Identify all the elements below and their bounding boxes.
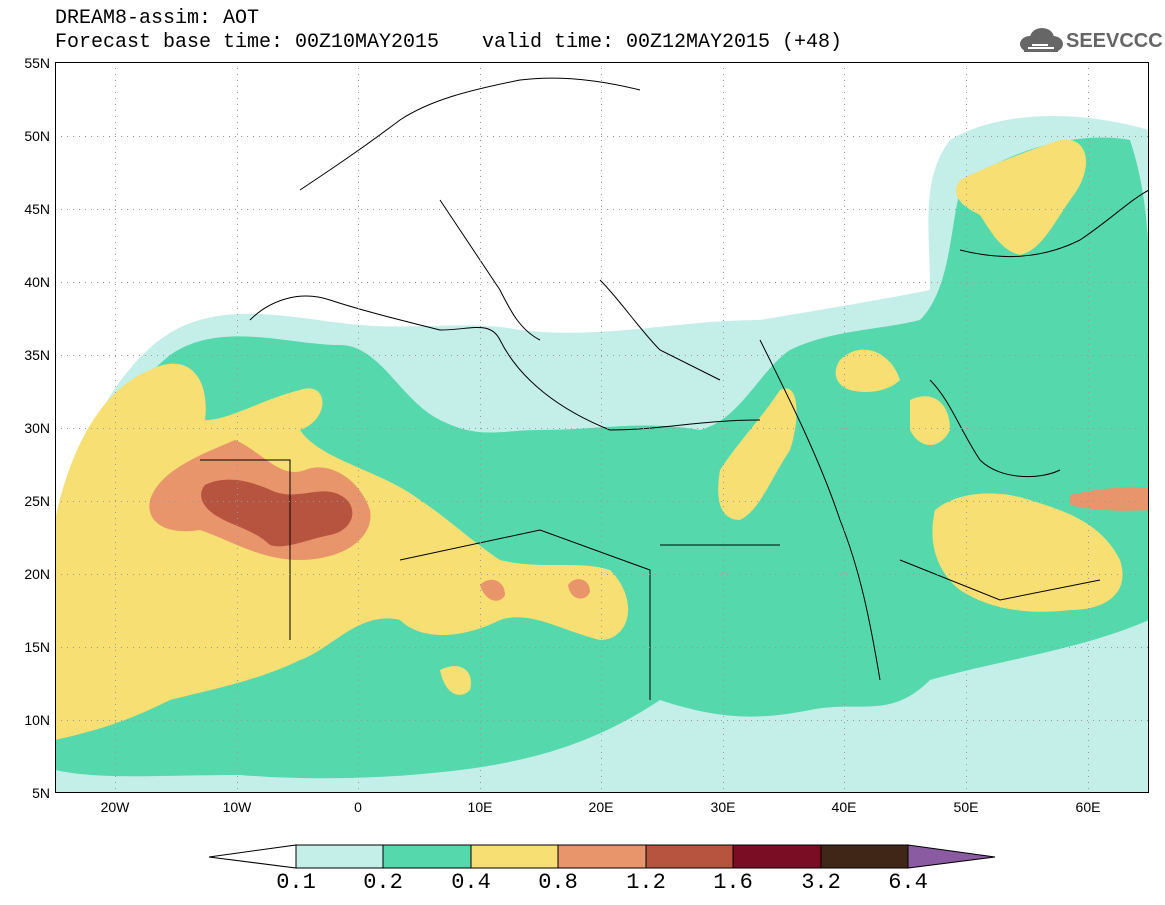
lat-label: 35N	[24, 347, 50, 363]
aot-contour-0.4-nile	[718, 388, 797, 520]
colorbar-bin	[470, 844, 559, 869]
lon-label: 30E	[711, 799, 736, 815]
aot-contour-0.4-caspian	[956, 139, 1087, 255]
colorbar-bin	[295, 844, 384, 869]
aot-contour-0.8-chad	[568, 579, 590, 599]
lon-label: 60E	[1076, 799, 1101, 815]
logo-text: SEEVCCC	[1066, 30, 1163, 52]
colorbar-bin	[645, 844, 734, 869]
colorbar-under-arrow	[208, 844, 297, 869]
colorbar-label: 0.4	[451, 870, 491, 895]
aot-contour-1.2-core	[201, 479, 353, 547]
colorbar-label: 0.2	[363, 870, 403, 895]
lat-label: 10N	[24, 712, 50, 728]
lon-label: 50E	[954, 799, 979, 815]
aot-contour-0.4-arabia	[932, 493, 1123, 612]
lon-label: 0	[354, 799, 362, 815]
seevccc-logo: SEEVCCC	[1018, 24, 1163, 58]
colorbar-bin	[557, 844, 647, 869]
lat-axis: 5N 10N 15N 20N 25N 30N 35N 40N 45N 50N 5…	[24, 55, 50, 801]
colorbar-bin	[382, 844, 472, 869]
colorbar-over-arrow	[907, 844, 996, 869]
colorbar-label: 1.6	[713, 870, 753, 895]
aot-contour-0.8-niger	[480, 579, 505, 601]
colorbar-label: 0.1	[276, 870, 316, 895]
lat-label: 30N	[24, 420, 50, 436]
colorbar-label: 1.2	[626, 870, 666, 895]
colorbar-bin	[820, 844, 909, 869]
lat-label: 45N	[24, 201, 50, 217]
valid-time: valid time: 00Z12MAY2015 (+48)	[482, 31, 843, 54]
lon-label: 10W	[223, 799, 253, 815]
colorbar	[208, 844, 996, 869]
aot-contour-0.4-chad	[440, 666, 471, 695]
lat-label: 15N	[24, 639, 50, 655]
gridlines	[55, 62, 1149, 793]
lon-axis: 20W 10W 0 10E 20E 30E 40E 50E 60E	[101, 799, 1101, 815]
lon-label: 40E	[832, 799, 857, 815]
colorbar-label: 3.2	[801, 870, 841, 895]
colorbar-label: 6.4	[888, 870, 928, 895]
lat-label: 50N	[24, 128, 50, 144]
lat-label: 55N	[24, 55, 50, 71]
map-title: DREAM8-assim: AOT	[55, 7, 260, 30]
lon-label: 20W	[101, 799, 131, 815]
aot-contour-0.4-iraq	[835, 349, 900, 392]
colorbar-label: 0.8	[538, 870, 578, 895]
lat-label: 40N	[24, 274, 50, 290]
colorbar-bin	[732, 844, 822, 869]
lat-label: 20N	[24, 566, 50, 582]
lat-label: 25N	[24, 493, 50, 509]
map-frame	[55, 62, 1149, 793]
cloud-icon	[1020, 28, 1063, 52]
lon-label: 20E	[589, 799, 614, 815]
aot-contour-0.8-iran	[1070, 486, 1149, 511]
forecast-base-time: Forecast base time: 00Z10MAY2015	[55, 31, 440, 54]
aot-contour-0.4-gulf	[910, 396, 950, 445]
lon-label: 10E	[468, 799, 493, 815]
lat-label: 5N	[32, 785, 50, 801]
